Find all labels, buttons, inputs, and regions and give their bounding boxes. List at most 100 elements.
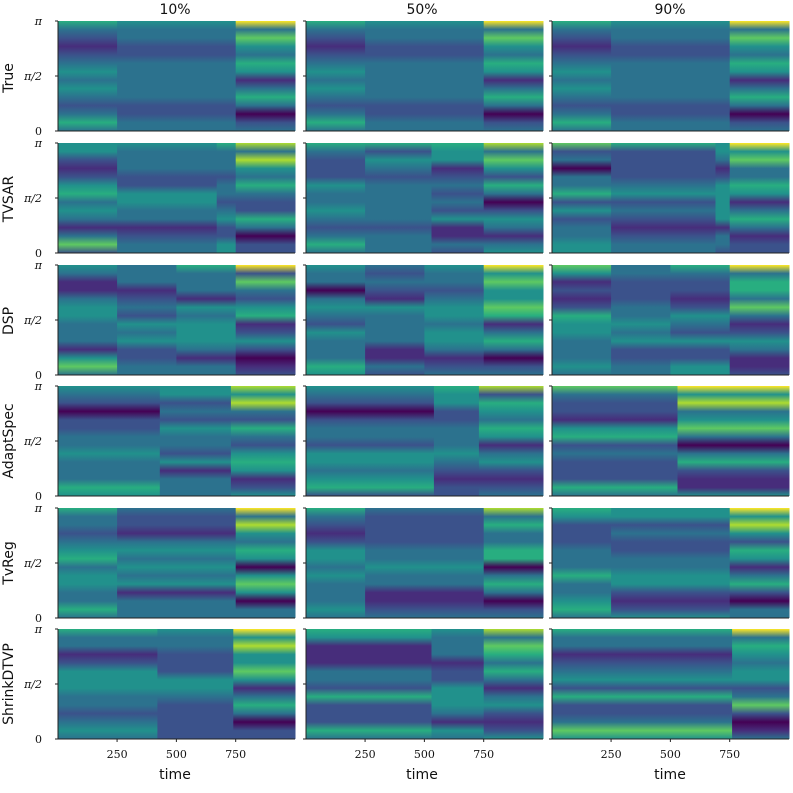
panel-adaptspec-10 — [55, 385, 296, 497]
segment-2 — [117, 265, 177, 375]
segment-2 — [732, 629, 790, 739]
x-tick-label: 750 — [225, 748, 246, 761]
segment-2 — [611, 508, 731, 618]
x-axis-title-50: time — [406, 767, 438, 783]
segment-4 — [483, 143, 544, 253]
y-tick-label: 0 — [35, 247, 42, 260]
row-label-tvsar: TVSAR — [1, 175, 17, 223]
y-tick-label: π — [34, 380, 43, 393]
y-tick-label: π/2 — [23, 678, 42, 691]
segment-4 — [235, 143, 296, 253]
segment-1 — [306, 265, 366, 375]
x-tick-label: 500 — [660, 748, 681, 761]
panel-shrinkdtvp-90 — [549, 628, 790, 742]
x-tick-label: 250 — [355, 748, 376, 761]
y-tick-label: 0 — [35, 733, 42, 746]
row-label-dsp: DSP — [1, 307, 17, 335]
segment-1 — [552, 508, 612, 618]
segment-1 — [306, 508, 366, 618]
segment-3 — [729, 508, 790, 618]
column-title-90: 90% — [654, 2, 685, 18]
panel-dsp-90 — [549, 264, 790, 376]
segment-2 — [365, 21, 485, 131]
segment-3 — [216, 143, 237, 253]
segment-1 — [306, 143, 366, 253]
panel-dsp-50 — [303, 264, 544, 376]
segment-3 — [235, 21, 296, 131]
x-tick-label: 250 — [601, 748, 622, 761]
x-tick-label: 750 — [719, 748, 740, 761]
panel-shrinkdtvp-50 — [303, 628, 544, 742]
segment-2 — [431, 629, 485, 739]
y-tick-label: π/2 — [23, 557, 42, 570]
segment-2 — [611, 21, 731, 131]
segment-4 — [729, 265, 790, 375]
panel-tvreg-10 — [55, 507, 296, 619]
x-axis-title-10: time — [159, 767, 191, 783]
segment-3 — [483, 508, 544, 618]
panel-dsp-10 — [55, 264, 296, 376]
segment-2 — [117, 143, 218, 253]
segment-2 — [159, 386, 232, 496]
segment-2 — [611, 143, 716, 253]
segment-1 — [58, 265, 118, 375]
y-tick-label: 0 — [35, 490, 42, 503]
segment-2 — [433, 386, 480, 496]
segment-3 — [715, 143, 731, 253]
segment-1 — [58, 143, 118, 253]
segment-1 — [552, 386, 678, 496]
segment-3 — [483, 629, 544, 739]
panel-adaptspec-90 — [549, 385, 790, 497]
segment-2 — [611, 265, 671, 375]
x-tick-label: 750 — [473, 748, 494, 761]
panel-tvreg-50 — [303, 507, 544, 619]
segment-2 — [117, 508, 237, 618]
segment-1 — [552, 21, 612, 131]
x-tick-label: 250 — [107, 748, 128, 761]
y-tick-label: π/2 — [23, 70, 42, 83]
segment-2 — [157, 629, 234, 739]
segment-1 — [58, 629, 158, 739]
y-tick-label: π — [34, 137, 43, 150]
y-tick-label: 0 — [35, 125, 42, 138]
segment-2 — [117, 21, 237, 131]
row-label-adaptspec: AdaptSpec — [1, 403, 17, 478]
panel-true-90 — [549, 20, 790, 132]
panel-true-10 — [55, 20, 296, 132]
segment-2 — [365, 265, 425, 375]
segment-3 — [478, 386, 544, 496]
y-tick-label: π/2 — [23, 314, 42, 327]
segment-3 — [729, 21, 790, 131]
column-title-10: 10% — [159, 2, 190, 18]
segment-3 — [230, 386, 296, 496]
segment-3 — [483, 21, 544, 131]
panel-adaptspec-50 — [303, 385, 544, 497]
x-tick-labels: 250 500 750 250 500 750 250 500 750 — [107, 748, 741, 761]
y-tick-label: π — [34, 623, 43, 636]
segment-1 — [306, 21, 366, 131]
segment-1 — [58, 508, 118, 618]
segment-1 — [58, 386, 161, 496]
segment-3 — [176, 265, 237, 375]
segment-3 — [670, 265, 731, 375]
segment-3 — [424, 265, 485, 375]
row-label-shrinkdtvp: ShrinkDTVP — [1, 643, 17, 725]
panel-tvreg-90 — [549, 507, 790, 619]
segment-2 — [365, 508, 485, 618]
y-tick-label: π/2 — [23, 435, 42, 448]
x-tick-label: 500 — [166, 748, 187, 761]
segment-1 — [552, 265, 612, 375]
row-label-true: True — [1, 63, 17, 94]
panel-true-50 — [303, 20, 544, 132]
segment-1 — [306, 629, 432, 739]
segment-1 — [552, 629, 733, 739]
column-title-50: 50% — [406, 2, 437, 18]
segment-1 — [58, 21, 118, 131]
y-tick-label: π — [34, 502, 43, 515]
x-tick-label: 500 — [414, 748, 435, 761]
segment-4 — [483, 265, 544, 375]
panel-tvsar-90 — [549, 142, 790, 254]
segment-4 — [729, 143, 790, 253]
y-tick-label: 0 — [35, 612, 42, 625]
